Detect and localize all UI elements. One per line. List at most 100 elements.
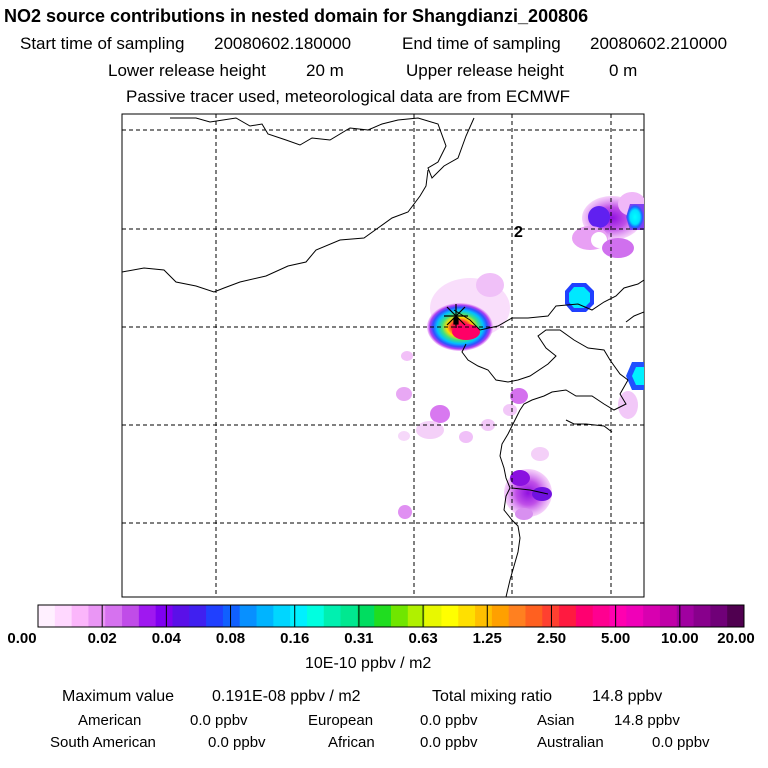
start-time-value: 20080602.180000	[214, 34, 352, 53]
colorbar-swatch	[676, 605, 695, 627]
region-value: 0.0 ppbv	[420, 734, 478, 751]
plume-northeast-cyan	[626, 204, 644, 230]
colorbar-swatch	[306, 605, 325, 627]
colorbar-swatch	[138, 605, 157, 627]
max-value: 0.191E-08 ppbv / m2	[212, 688, 361, 705]
plume-main-north	[476, 273, 504, 297]
colorbar-swatch	[592, 605, 611, 627]
colorbar-tick-label: 1.25	[472, 630, 502, 647]
start-time-label: Start time of sampling	[20, 34, 185, 53]
colorbar-swatch	[155, 605, 173, 627]
colorbar-swatch	[357, 605, 375, 627]
lower-release-label: Lower release height	[108, 61, 266, 80]
colorbar-tick-label: 0.16	[280, 630, 310, 647]
upper-release-value: 0 m	[609, 61, 638, 80]
colorbar-tick-label: 0.63	[408, 630, 438, 647]
colorbar-swatch	[38, 605, 56, 627]
plume-east-core	[632, 367, 644, 385]
colorbar-swatch	[475, 605, 493, 627]
colorbar-swatch	[54, 605, 73, 627]
colorbar-swatch	[525, 605, 543, 627]
plume-northeast-core	[588, 206, 610, 228]
colorbar-tick-label: 0.31	[344, 630, 374, 647]
region-name: African	[328, 734, 375, 751]
patch	[398, 431, 410, 441]
colorbar-swatch	[222, 605, 241, 627]
colorbar-swatch	[273, 605, 291, 627]
max-value-label: Maximum value	[62, 688, 175, 705]
colorbar-swatch	[710, 605, 728, 627]
colorbar-swatch	[659, 605, 678, 627]
colorbar-tick-label: 0.04	[151, 630, 181, 647]
patch	[416, 421, 444, 439]
colorbar-swatch	[491, 605, 510, 627]
region-value: 0.0 ppbv	[208, 734, 266, 751]
colorbar-unit: 10E-10 ppbv / m2	[305, 655, 432, 672]
plot-title: NO2 source contributions in nested domai…	[4, 6, 589, 26]
region-name: Asian	[537, 712, 575, 729]
plume-east-fringe	[618, 391, 638, 419]
colorbar-swatch	[290, 605, 308, 627]
colorbar-swatch	[374, 605, 392, 627]
colorbar-swatch	[508, 605, 526, 627]
plume-northeast-gap	[591, 232, 607, 248]
region-value: 14.8 ppbv	[614, 712, 680, 729]
plume-south-core2	[532, 487, 552, 501]
colorbar-swatch	[239, 605, 258, 627]
region-name: American	[78, 712, 142, 729]
region-value: 0.0 ppbv	[420, 712, 478, 729]
colorbar-tick-label: 0.00	[7, 630, 37, 647]
region-value: 0.0 ppbv	[190, 712, 248, 729]
colorbar-swatch	[626, 605, 644, 627]
colorbar-swatch	[458, 605, 476, 627]
plume-south-tail	[515, 508, 533, 520]
colorbar-swatch	[122, 605, 140, 627]
plume-main-core	[452, 324, 480, 340]
colorbar-swatch	[391, 605, 409, 627]
patch	[510, 388, 528, 404]
upper-release-label: Upper release height	[406, 61, 564, 80]
colorbar-swatch	[256, 605, 274, 627]
patch	[396, 387, 412, 401]
plume-octagon-core	[569, 287, 590, 308]
total-mixing-label: Total mixing ratio	[432, 688, 553, 705]
end-time-value: 20080602.210000	[590, 34, 728, 53]
patch	[430, 405, 450, 423]
plume-south-core	[510, 470, 530, 486]
colorbar-swatch	[105, 605, 123, 627]
colorbar-swatch	[559, 605, 577, 627]
map-frame	[121, 113, 645, 598]
colorbar-swatch	[424, 605, 442, 627]
coastlines	[122, 117, 644, 597]
colorbar-swatch	[609, 605, 627, 627]
region-name: South American	[50, 734, 156, 751]
region-value: 0.0 ppbv	[652, 734, 710, 751]
lower-release-value: 20 m	[306, 61, 344, 80]
colorbar-swatch	[575, 605, 594, 627]
colorbar-swatch	[189, 605, 207, 627]
patch	[503, 404, 517, 416]
colorbar-swatch	[172, 605, 190, 627]
colorbar-swatch	[340, 605, 358, 627]
patch	[401, 351, 413, 361]
colorbar-frame	[37, 604, 745, 628]
colorbar-tick-label: 0.08	[215, 630, 246, 647]
colorbar-swatch	[407, 605, 426, 627]
region-name: European	[308, 712, 374, 729]
colorbar-swatch	[206, 605, 224, 627]
colorbar-tick-label: 5.00	[601, 630, 631, 647]
region-name: Australian	[537, 734, 604, 751]
colorbar-tick-label: 20.00	[717, 630, 755, 647]
end-time-label: End time of sampling	[402, 34, 561, 53]
colorbar-swatch	[727, 605, 745, 627]
patch	[398, 505, 412, 519]
colorbar	[37, 604, 745, 628]
colorbar-swatch	[88, 605, 106, 627]
total-mixing-value: 14.8 ppbv	[592, 688, 663, 705]
colorbar-swatch	[542, 605, 560, 627]
colorbar-tick-label: 0.02	[87, 630, 117, 647]
plume-northeast-lower	[602, 238, 634, 258]
colorbar-tick-label: 2.50	[536, 630, 567, 647]
colorbar-swatch	[441, 605, 459, 627]
